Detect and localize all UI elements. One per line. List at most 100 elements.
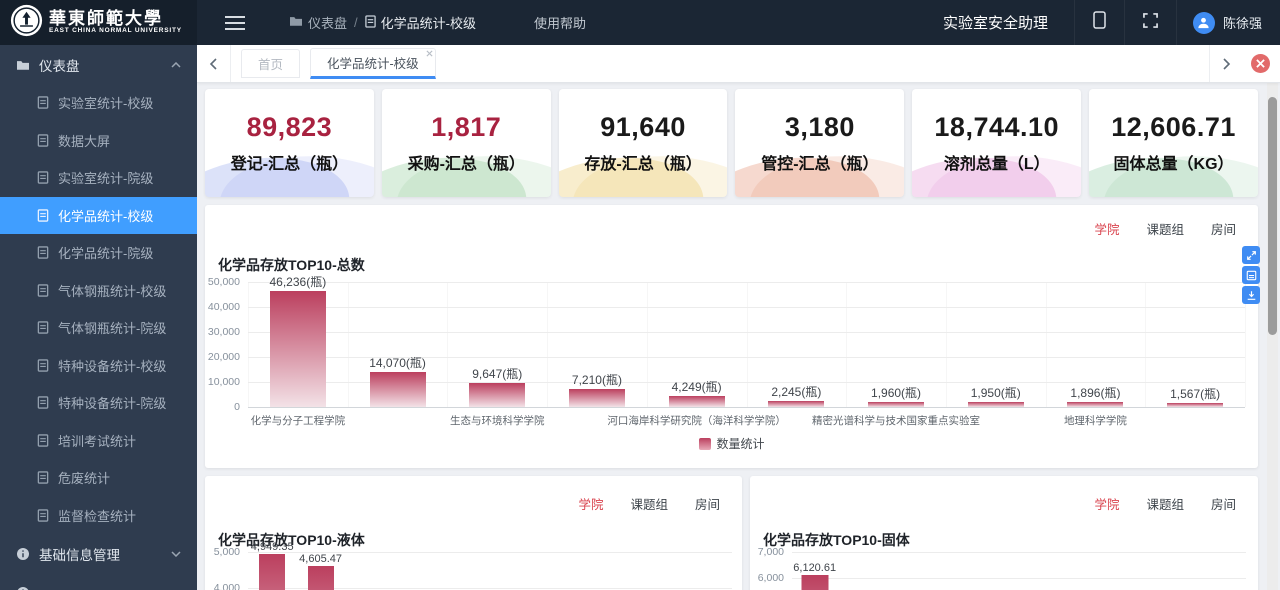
bar-value-label: 1,950(瓶) [970, 386, 1021, 401]
gridline [1145, 282, 1147, 407]
bar [668, 396, 725, 407]
help-link[interactable]: 使用帮助 [533, 16, 586, 31]
sidebar-item-label: 危废统计 [58, 471, 111, 487]
fullscreen-icon [1143, 12, 1158, 33]
y-axis-tick: 6,000 [757, 572, 784, 584]
stat-card: 12,606.71 固体总量（KG） [1089, 89, 1258, 197]
panel-tab[interactable]: 学院 [1094, 223, 1120, 237]
sidebar-item[interactable]: 气体钢瓶统计-校级 [0, 272, 197, 310]
bar-chart-liquid: 5,000 4,000 4,949.35 4,605.47 [214, 541, 732, 590]
panel-tab[interactable]: 房间 [1210, 498, 1236, 512]
chart-legend[interactable]: 数量统计 [698, 435, 765, 452]
chart-toolbar [1242, 246, 1260, 304]
gridline [248, 407, 1245, 408]
bar [307, 566, 334, 590]
user-menu[interactable]: 陈徐强 [1175, 0, 1280, 45]
university-name-zh: 華東師範大學 [49, 9, 163, 29]
bar [1167, 403, 1224, 407]
app-title: 实验室安全助理 [942, 15, 1048, 32]
gridline [846, 282, 848, 407]
stat-value: 18,744.10 [934, 112, 1060, 142]
close-all-tabs-button[interactable] [1251, 54, 1270, 73]
sidebar-collapse-button[interactable] [225, 12, 245, 34]
bar-value-label: 46,236(瓶) [269, 275, 327, 290]
university-logo: 華東師範大學 EAST CHINA NORMAL UNIVERSITY [0, 0, 197, 45]
chart-title-liquid: 化学品存放TOP10-液体 [218, 532, 365, 548]
bar [469, 382, 526, 407]
panel-tab[interactable]: 房间 [694, 498, 720, 512]
breadcrumb-dashboard[interactable]: 仪表盘 [289, 13, 347, 32]
x-axis-label: 精密光谱科学与技术国家重点实验室 [812, 415, 981, 427]
expand-icon [1246, 250, 1256, 260]
sidebar-item-label: 气体钢瓶统计-院级 [58, 321, 167, 337]
panel-tab[interactable]: 房间 [1210, 223, 1236, 237]
legend-swatch-icon [698, 437, 711, 450]
panel-liquid-tabs: 学院 课题组 房间 [578, 494, 720, 513]
gridline [945, 282, 947, 407]
gridline [248, 357, 1245, 358]
doc-icon [37, 284, 49, 297]
sidebar-group[interactable] [0, 573, 197, 590]
tab-scroll-left-button[interactable] [197, 45, 231, 82]
sidebar-group[interactable]: 基础信息管理 [0, 534, 197, 573]
gridline [248, 588, 732, 589]
sidebar-item[interactable]: 监督检查统计 [0, 497, 197, 535]
expand-chart-button[interactable] [1242, 246, 1260, 264]
sidebar-item[interactable]: 化学品统计-院级 [0, 234, 197, 272]
doc-icon [37, 134, 49, 147]
bar-value-label: 1,960(瓶) [871, 386, 922, 401]
panel-tab[interactable]: 课题组 [1146, 223, 1184, 237]
scrollbar-thumb[interactable] [1268, 97, 1277, 335]
sidebar-item-label: 实验室统计-校级 [58, 96, 154, 112]
fullscreen-button[interactable] [1123, 0, 1176, 45]
panel-total: 学院 课题组 房间 化学品存放TOP10-总数 0 10,000 20,000 30,00… [205, 205, 1258, 468]
stat-label: 存放-汇总（瓶） [584, 156, 702, 173]
panel-tab[interactable]: 学院 [1094, 498, 1120, 512]
tab-chem-stats[interactable]: 化学品统计-校级 [310, 48, 436, 79]
bar-value-label: 14,070(瓶) [369, 355, 426, 370]
stat-card: 18,744.10 溶剂总量（L） [912, 89, 1082, 197]
sidebar-item-label: 特种设备统计-校级 [58, 358, 167, 374]
bar [259, 553, 286, 590]
scrollbar-track[interactable] [1267, 83, 1278, 590]
bar [1067, 402, 1124, 407]
bar-value-label: 4,605.47 [299, 553, 343, 566]
bottom-panels-row: 学院 课题组 房间 化学品存放TOP10-液体 5,000 4,000 4,949.35… [205, 476, 1258, 590]
sidebar-item[interactable]: 气体钢瓶统计-院级 [0, 309, 197, 347]
sidebar-item[interactable]: 特种设备统计-校级 [0, 347, 197, 385]
tab-scroll-right-button[interactable] [1209, 45, 1243, 82]
sidebar-item[interactable]: 危废统计 [0, 459, 197, 497]
document-icon [364, 14, 376, 31]
doc-icon [37, 509, 49, 522]
stat-value: 12,606.71 [1111, 112, 1236, 142]
panel-tab[interactable]: 课题组 [630, 498, 668, 512]
doc-icon [37, 321, 49, 334]
sidebar-item[interactable]: 化学品统计-校级 [0, 196, 197, 234]
bar-value-label: 7,210(瓶) [571, 372, 622, 387]
chart-title-total: 化学品存放TOP10-总数 [218, 257, 365, 273]
bar-value-label: 4,949.35 [250, 540, 294, 553]
sidebar-group[interactable]: 仪表盘 [0, 45, 197, 84]
save-image-button[interactable] [1242, 266, 1260, 284]
sidebar-item[interactable]: 数据大屏 [0, 122, 197, 160]
doc-icon [37, 96, 49, 109]
tab-home[interactable]: 首页 [241, 49, 301, 78]
stat-cards-row: 89,823 登记-汇总（瓶） 1,817 采购-汇总（瓶） 91,640 存放-汇总（瓶… [205, 89, 1258, 197]
gridline [248, 552, 732, 553]
sidebar-item[interactable]: 培训考试统计 [0, 422, 197, 460]
tab-close-icon[interactable] [426, 50, 433, 57]
y-axis-tick: 20,000 [207, 351, 240, 363]
sidebar-item-label: 培训考试统计 [58, 433, 137, 449]
y-axis-tick: 0 [234, 401, 240, 413]
bar-value-label: 4,249(瓶) [671, 380, 722, 395]
stat-label: 溶剂总量（L） [943, 156, 1050, 173]
bar [269, 291, 326, 407]
mobile-app-button[interactable] [1073, 0, 1124, 45]
panel-tab[interactable]: 学院 [578, 498, 604, 512]
tab-bar: 首页 化学品统计-校级 [197, 45, 1280, 83]
sidebar-item[interactable]: 特种设备统计-院级 [0, 384, 197, 422]
sidebar-item[interactable]: 实验室统计-校级 [0, 84, 197, 122]
download-button[interactable] [1242, 286, 1260, 304]
panel-tab[interactable]: 课题组 [1146, 498, 1184, 512]
sidebar-item[interactable]: 实验室统计-院级 [0, 159, 197, 197]
